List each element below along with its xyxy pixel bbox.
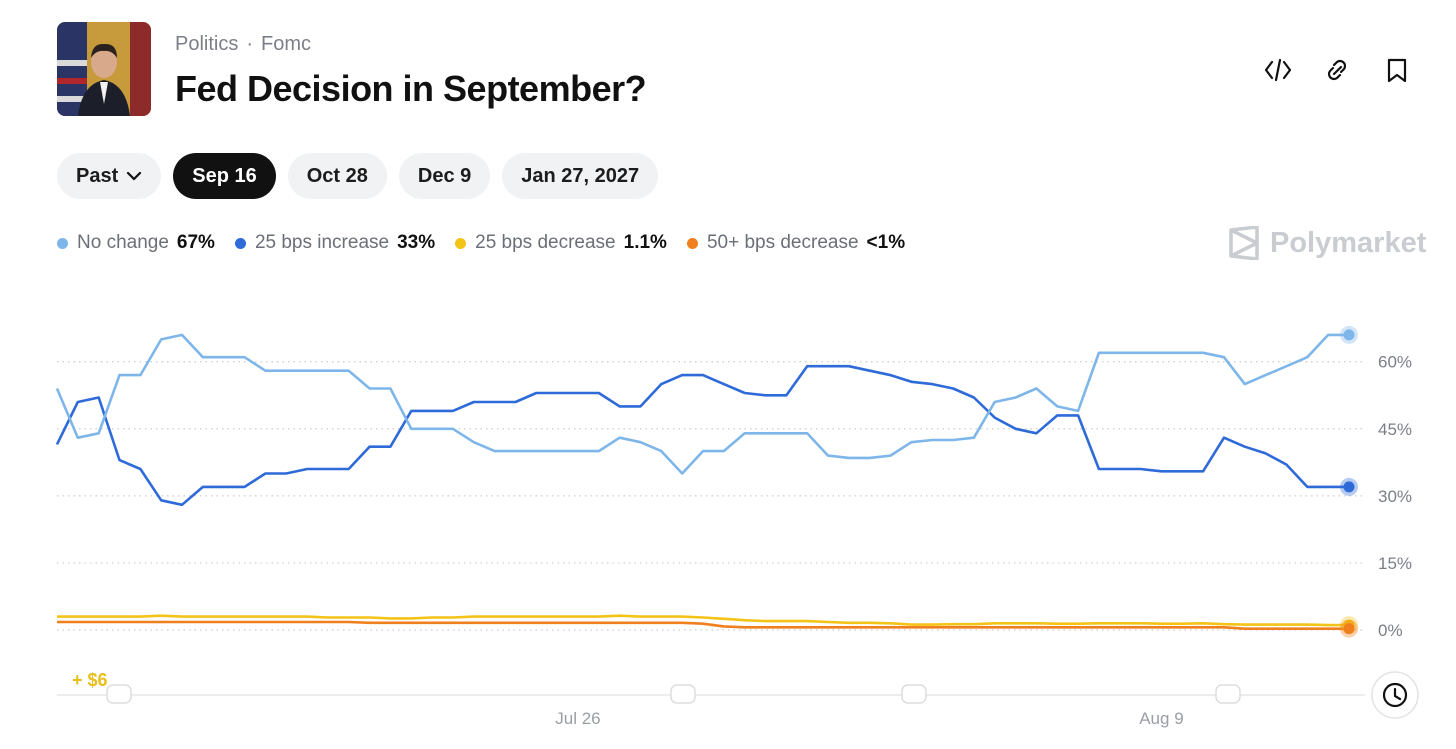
legend-swatch [455,237,467,249]
brand-name: Polymarket [1270,226,1427,259]
end-dot [1343,623,1355,635]
date-tab[interactable]: Past [57,153,162,199]
legend-swatch [234,237,246,249]
embed-icon[interactable] [1264,58,1292,82]
legend-name: No change [77,232,169,253]
date-tabs: Past Sep 16 Oct 28 Dec 9 Jan 27, 2027 [57,153,659,199]
market-title: Fed Decision in September? [175,68,647,109]
series-line [57,614,1349,627]
breadcrumbs: Politics · Fomc [175,33,312,55]
tab-label: Sep 16 [192,165,257,187]
series-line [55,364,1349,507]
legend-value: <1% [866,232,906,253]
date-tab[interactable]: Jan 27, 2027 [502,153,659,199]
y-tick-label: 15% [1378,554,1412,573]
brand: Polymarket [1228,226,1426,260]
y-tick-label: 45% [1378,420,1412,439]
category[interactable]: Politics [175,33,239,55]
tab-label: Past [76,165,119,187]
x-tick-label: Jul 26 [555,709,600,728]
subcategory[interactable]: Fomc [261,33,312,55]
legend-item[interactable]: 25 bps decrease 1.1% [455,232,667,254]
date-tab[interactable]: Oct 28 [287,153,387,199]
tab-label: Oct 28 [306,165,368,187]
brand-logo [1229,226,1259,260]
bookmark-icon[interactable] [1387,58,1407,83]
legend-item[interactable]: 50+ bps decrease <1% [686,232,906,254]
legend-name: 25 bps decrease [475,232,616,253]
event-marker[interactable] [901,684,927,704]
y-tick-label: 0% [1378,621,1403,640]
legend-item[interactable]: 25 bps increase 33% [234,232,436,254]
legend-swatch [686,237,698,249]
legend-value: 33% [397,232,436,253]
tab-label: Jan 27, 2027 [521,165,640,187]
event-marker[interactable] [670,684,696,704]
event-marker[interactable] [106,684,132,704]
legend-name: 50+ bps decrease [706,232,859,253]
legend-value: 67% [176,232,215,253]
link-icon[interactable] [1327,59,1347,81]
x-tick-label: Aug 9 [1139,709,1183,728]
y-tick-label: 60% [1378,353,1412,372]
market-image [57,22,151,116]
history-button[interactable] [1371,671,1419,719]
event-marker[interactable] [1215,684,1241,704]
series-line [57,620,1349,630]
series-line [55,333,1349,475]
date-tab[interactable]: Sep 16 [173,153,276,199]
position-label: + $6 [72,670,108,690]
date-tab[interactable]: Dec 9 [398,153,491,199]
legend: No change 67% 25 bps increase 33% 25 bps dec… [57,232,905,254]
legend-item[interactable]: No change 67% [57,232,215,254]
end-dot [1343,329,1355,341]
legend-name: 25 bps increase [254,232,390,253]
y-tick-label: 30% [1378,487,1412,506]
chevron [127,171,142,181]
tab-label: Dec 9 [417,165,472,187]
end-dot [1343,481,1355,493]
legend-value: 1.1% [623,232,667,253]
legend-swatch [57,237,68,249]
